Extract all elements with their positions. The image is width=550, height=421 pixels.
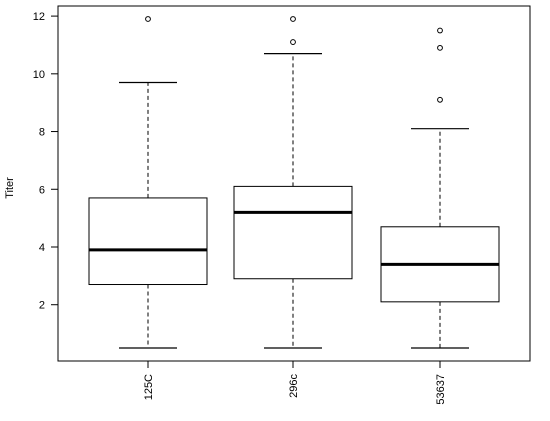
- x-tick-label: 125C: [143, 374, 155, 400]
- y-tick-label: 10: [33, 69, 45, 81]
- y-tick-label: 2: [39, 300, 45, 312]
- outlier-point: [145, 16, 151, 22]
- outlier-point: [437, 44, 443, 51]
- outlier-point: [290, 39, 296, 45]
- box-iqr: [233, 185, 353, 280]
- x-tick-label: 296c: [288, 374, 300, 398]
- x-tick-label: 53637: [435, 374, 447, 405]
- y-tick-label: 8: [39, 127, 45, 139]
- outlier-point: [437, 96, 443, 103]
- plot-frame: [57, 5, 531, 362]
- y-tick-label: 6: [39, 184, 45, 196]
- y-tick-label: 4: [39, 242, 45, 254]
- outlier-point: [437, 27, 443, 34]
- outlier-point: [290, 16, 296, 22]
- box-iqr: [88, 197, 208, 286]
- y-axis-label: Titer: [4, 177, 16, 199]
- y-tick-label: 12: [33, 11, 45, 23]
